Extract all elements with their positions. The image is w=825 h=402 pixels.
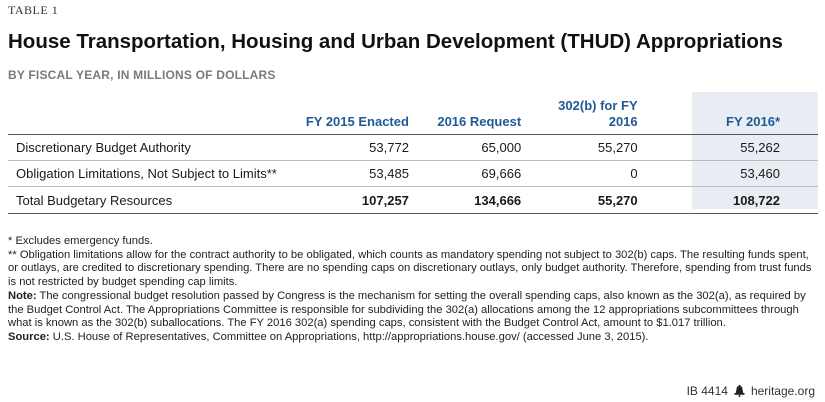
table-cell: 108,722: [667, 186, 818, 214]
column-header-302b: 302(b) for FY 2016: [533, 92, 668, 135]
table-row: Obligation Limitations, Not Subject to L…: [8, 160, 818, 187]
table-cell: 55,262: [667, 134, 818, 161]
footer: IB 4414 heritage.org: [687, 384, 815, 398]
row-label: Total Budgetary Resources: [8, 186, 295, 214]
liberty-bell-icon: [734, 385, 745, 397]
row-label: Discretionary Budget Authority: [8, 134, 295, 161]
site-name: heritage.org: [750, 384, 815, 398]
table-cell: 65,000: [420, 134, 534, 161]
table-cell: 0: [533, 160, 668, 187]
page-title: House Transportation, Housing and Urban …: [8, 30, 783, 53]
source-text: U.S. House of Representatives, Committee…: [49, 330, 649, 343]
source-paragraph: Source: U.S. House of Representatives, C…: [8, 331, 820, 345]
table-cell: 55,270: [533, 134, 668, 161]
column-header-2016-request: 2016 Request: [420, 92, 534, 135]
table-cell: 134,666: [420, 186, 534, 214]
table-cell: 53,772: [294, 134, 421, 161]
table-row: Discretionary Budget Authority 53,772 65…: [8, 134, 818, 161]
subtitle: BY FISCAL YEAR, IN MILLIONS OF DOLLARS: [8, 68, 276, 82]
note-label: Note:: [8, 289, 37, 302]
source-label: Source:: [8, 330, 50, 343]
table-cell: 53,460: [667, 160, 818, 187]
column-header-label: [8, 92, 295, 135]
column-header-fy2016: FY 2016*: [667, 92, 818, 135]
table-cell: 69,666: [420, 160, 534, 187]
note-text: The congressional budget resolution pass…: [8, 289, 806, 330]
table-header-row: FY 2015 Enacted 2016 Request 302(b) for …: [8, 92, 818, 135]
note-paragraph: Note: The congressional budget resolutio…: [8, 290, 820, 331]
footnote-2: ** Obligation limitations allow for the …: [8, 248, 812, 289]
total-row: Total Budgetary Resources 107,257 134,66…: [8, 186, 818, 214]
table-cell: 107,257: [294, 186, 421, 214]
table-cell: 53,485: [294, 160, 421, 187]
table-cell: 55,270: [533, 186, 668, 214]
column-header-fy2015: FY 2015 Enacted: [294, 92, 421, 135]
row-label: Obligation Limitations, Not Subject to L…: [8, 160, 295, 187]
footnote-1: * Excludes emergency funds.: [8, 235, 153, 247]
notes-section: * Excludes emergency funds. ** Obligatio…: [8, 235, 820, 345]
appropriations-table: FY 2015 Enacted 2016 Request 302(b) for …: [8, 92, 818, 214]
table-label: TABLE 1: [8, 3, 59, 17]
report-id: IB 4414: [686, 384, 728, 398]
